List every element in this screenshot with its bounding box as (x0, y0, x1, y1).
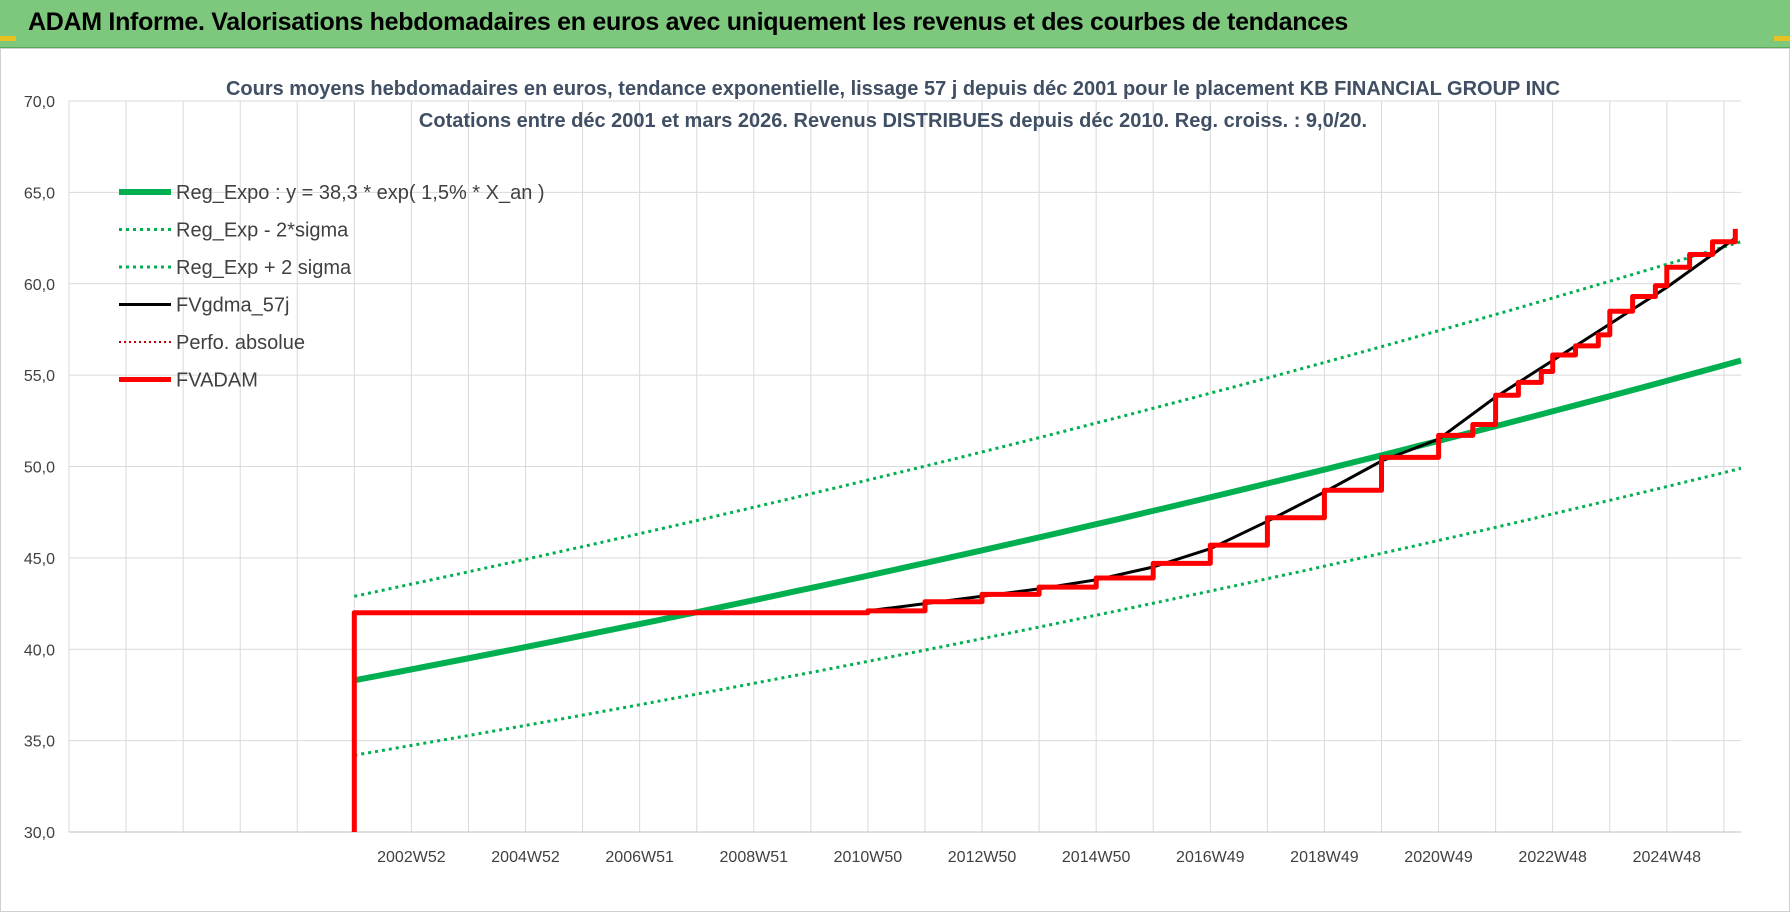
x-tick-label: 2002W52 (377, 849, 446, 866)
y-tick-label: 45,0 (24, 551, 55, 568)
y-tick-label: 50,0 (24, 460, 55, 477)
y-tick-label: 65,0 (24, 185, 55, 202)
legend-label: Reg_Expo : y = 38,3 * exp( 1,5% * X_an ) (176, 182, 545, 204)
chart-title-group: Cours moyens hebdomadaires en euros, ten… (226, 78, 1560, 132)
chart-title-line2: Cotations entre déc 2001 et mars 2026. R… (419, 110, 1367, 132)
y-tick-label: 55,0 (24, 368, 55, 385)
grid-layer (68, 100, 1741, 833)
legend-label: Perfo. absolue (176, 332, 305, 354)
legend: Reg_Expo : y = 38,3 * exp( 1,5% * X_an )… (119, 182, 545, 392)
x-tick-label: 2018W49 (1290, 849, 1359, 866)
x-tick-label: 2020W49 (1404, 849, 1473, 866)
series-layer (351, 228, 1742, 832)
x-tick-label: 2006W51 (605, 849, 674, 866)
y-tick-label: 40,0 (24, 642, 55, 659)
x-tick-label: 2024W48 (1633, 849, 1702, 866)
chart-title-line1: Cours moyens hebdomadaires en euros, ten… (226, 78, 1560, 100)
series-line-5 (351, 228, 1738, 832)
corner-mark-left (0, 36, 16, 41)
legend-label: FVADAM (176, 370, 258, 392)
series-line-2 (353, 240, 1742, 598)
header-banner: ADAM Informe. Valorisations hebdomadaire… (0, 0, 1790, 48)
x-tick-label: 2010W50 (834, 849, 903, 866)
legend-label: FVgdma_57j (176, 295, 289, 317)
y-tick-label: 30,0 (24, 825, 55, 842)
x-tick-label: 2004W52 (491, 849, 560, 866)
series-line-1 (354, 466, 1742, 757)
chart-area: 30,0 35,0 40,0 45,0 50,0 55,0 60,0 65,0 70,0 2002… (0, 48, 1790, 912)
x-tick-label: 2012W50 (948, 849, 1017, 866)
x-tick-label: 2022W48 (1518, 849, 1587, 866)
legend-label: Reg_Exp + 2 sigma (176, 257, 352, 279)
axis-layer: 30,0 35,0 40,0 45,0 50,0 55,0 60,0 65,0 70,0 2002… (24, 94, 1741, 866)
series-line-3 (867, 236, 1737, 613)
y-tick-label: 60,0 (24, 277, 55, 294)
page-title: ADAM Informe. Valorisations hebdomadaire… (28, 8, 1349, 36)
y-tick-label: 70,0 (24, 94, 55, 111)
x-tick-label: 2016W49 (1176, 849, 1245, 866)
x-tick-label: 2008W51 (720, 849, 789, 866)
y-tick-label: 35,0 (24, 734, 55, 751)
corner-mark-right (1774, 36, 1790, 41)
x-tick-label: 2014W50 (1062, 849, 1131, 866)
chart-svg: 30,0 35,0 40,0 45,0 50,0 55,0 60,0 65,0 70,0 2002… (24, 78, 1742, 866)
series-line-0 (353, 357, 1742, 684)
legend-label: Reg_Exp - 2*sigma (176, 220, 349, 242)
